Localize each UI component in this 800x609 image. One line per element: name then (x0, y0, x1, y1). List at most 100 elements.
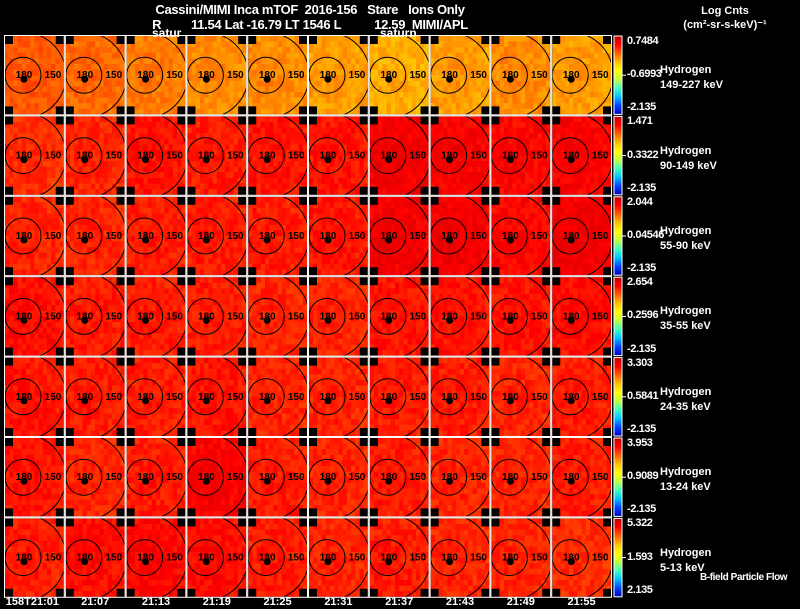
pixel-cell (546, 69, 551, 76)
pixel-cell (443, 116, 448, 123)
saturn-marker (81, 236, 89, 244)
pixel-cell (265, 58, 270, 65)
pixel-cell (130, 47, 136, 54)
pixel-cell (237, 172, 243, 179)
pixel-cell (594, 155, 599, 162)
pixel-cell (598, 64, 604, 71)
pixel-cell (382, 138, 388, 145)
pixel-cell (17, 155, 23, 162)
pixel-cell (491, 86, 497, 93)
pixel-cell (9, 92, 14, 99)
corner-mask (5, 106, 13, 115)
pixel-cell (460, 80, 465, 87)
pixel-cell (464, 92, 469, 99)
pixel-cell (594, 52, 599, 59)
pixel-cell (386, 92, 392, 99)
pixel-cell (34, 178, 40, 185)
pixel-cell (430, 183, 436, 190)
corner-mask (299, 106, 307, 115)
pixel-cell (103, 236, 109, 243)
pixel-cell (411, 127, 417, 134)
pixel-cell (225, 202, 230, 209)
pixel-cell (256, 150, 262, 157)
pixel-cell (107, 122, 113, 129)
pixel-cell (200, 92, 205, 99)
pixel-cell (516, 161, 522, 168)
pixel-cell (447, 122, 453, 129)
pixel-cell (577, 75, 583, 82)
pixel-cell (451, 97, 457, 104)
pixel-cell (468, 103, 474, 110)
pixel-cell (191, 92, 197, 99)
pixel-cell (606, 41, 612, 48)
pixel-cell (99, 36, 105, 43)
pixel-cell (378, 150, 383, 157)
pixel-cell (34, 161, 40, 168)
pixel-cell (286, 86, 291, 93)
pixel-cell (78, 258, 84, 265)
pixel-cell (407, 69, 413, 76)
pixel-cell (65, 122, 71, 129)
pixel-cell (378, 52, 383, 59)
pixel-cell (200, 269, 205, 276)
pixel-cell (200, 58, 205, 65)
pixel-cell (451, 155, 457, 162)
pixel-cell (434, 64, 440, 71)
pixel-cell (212, 133, 218, 140)
pixel-cell (30, 219, 35, 226)
panel-border (186, 195, 248, 277)
pixel-cell (86, 213, 92, 220)
pixel-cell (59, 155, 64, 162)
pixel-cell (21, 86, 27, 93)
pixel-cell (147, 183, 153, 190)
pixel-cell (434, 133, 440, 140)
pixel-cell (51, 127, 56, 134)
pixel-cell (47, 247, 52, 254)
pixel-cell (499, 122, 505, 129)
pixel-cell (439, 133, 444, 140)
pixel-cell (403, 161, 409, 168)
pixel-cell (5, 97, 10, 104)
pixel-cell (541, 75, 547, 82)
pixel-cell (334, 36, 339, 43)
pixel-cell (556, 144, 562, 151)
panel-border (186, 35, 248, 116)
pixel-cell (195, 86, 201, 93)
pixel-cell (556, 80, 562, 87)
pixel-cell (38, 213, 44, 220)
pixel-cell (172, 69, 178, 76)
corner-mask (5, 186, 13, 195)
pixel-cell (91, 36, 96, 43)
contour-label-150: 150 (105, 231, 122, 242)
pixel-cell (281, 189, 287, 195)
pixel-cell (382, 58, 388, 65)
pixel-cell (606, 127, 612, 134)
pixel-cell (187, 47, 193, 54)
pixel-cell (103, 36, 109, 43)
pixel-cell (233, 213, 239, 220)
pixel-cell (382, 172, 388, 179)
corner-mask (187, 196, 196, 205)
pixel-cell (116, 144, 121, 151)
pixel-cell (112, 213, 117, 220)
pixel-cell (395, 75, 400, 82)
pixel-cell (17, 116, 23, 123)
pixel-cell (181, 258, 186, 265)
pixel-cell (139, 69, 144, 76)
pixel-cell (590, 80, 595, 87)
pixel-cell (74, 155, 79, 162)
pixel-cell (485, 86, 490, 93)
pixel-cell (13, 97, 19, 104)
pixel-cell (317, 133, 323, 140)
pixel-cell (273, 41, 279, 48)
pixel-cell (309, 166, 314, 173)
pixel-cell (237, 92, 243, 99)
pixel-cell (151, 116, 157, 123)
pixel-cell (99, 116, 105, 123)
pixel-cell (468, 172, 474, 179)
pixel-cell (525, 178, 530, 185)
pixel-cell (286, 47, 291, 54)
pixel-cell (342, 58, 348, 65)
pixel-cell (86, 64, 92, 71)
pixel-cell (481, 166, 486, 173)
